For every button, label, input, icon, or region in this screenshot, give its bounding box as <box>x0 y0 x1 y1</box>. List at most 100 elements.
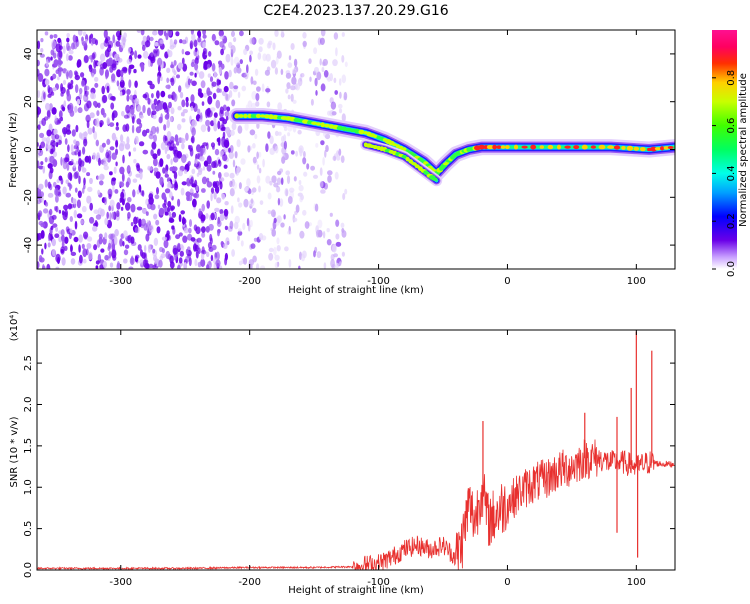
noise-speck <box>43 116 49 121</box>
noise-speck <box>149 83 155 90</box>
noise-speck <box>127 234 132 244</box>
noise-speck <box>103 30 108 39</box>
noise-speck <box>86 243 92 249</box>
noise-speck <box>37 40 41 50</box>
noise-speck <box>183 227 189 234</box>
noise-speck <box>99 180 104 186</box>
noise-speck <box>126 94 130 102</box>
noise-speck <box>115 139 119 148</box>
noise-speck <box>113 53 119 62</box>
noise-speck <box>249 219 253 228</box>
noise-speck <box>321 66 325 73</box>
ridge-peak <box>268 114 274 120</box>
noise-speck <box>116 69 122 78</box>
noise-speck <box>146 35 151 43</box>
noise-speck <box>315 143 319 148</box>
noise-speck <box>223 38 227 43</box>
noise-speck <box>158 259 163 268</box>
noise-speck <box>129 64 135 70</box>
noise-speck <box>159 255 164 261</box>
noise-speck <box>115 161 118 167</box>
noise-speck <box>102 112 107 118</box>
noise-speck <box>89 216 95 224</box>
noise-speck <box>78 132 83 139</box>
noise-speck <box>113 166 117 174</box>
noise-speck <box>163 199 167 206</box>
noise-speck <box>200 214 206 222</box>
noise-speck <box>153 167 159 172</box>
noise-speck <box>287 196 293 204</box>
noise-speck <box>280 68 284 75</box>
noise-speck <box>43 92 46 100</box>
noise-speck <box>103 39 110 48</box>
noise-speck <box>323 262 327 269</box>
noise-speck <box>198 247 201 254</box>
noise-speck <box>79 254 83 264</box>
noise-speck <box>239 30 244 37</box>
noise-speck <box>97 175 101 180</box>
noise-speck <box>206 251 210 258</box>
noise-speck <box>223 147 229 153</box>
noise-speck <box>119 166 125 175</box>
noise-speck <box>154 41 159 47</box>
noise-speck <box>49 34 54 39</box>
noise-speck <box>169 38 173 48</box>
ridge-peak <box>539 145 544 149</box>
noise-speck <box>178 85 182 93</box>
noise-speck <box>166 77 170 84</box>
noise-speck <box>116 261 120 269</box>
noise-speck <box>178 257 183 264</box>
noise-speck <box>170 205 175 211</box>
ridge-peak <box>320 122 325 128</box>
noise-speck <box>211 161 217 169</box>
noise-speck <box>102 261 107 269</box>
noise-speck <box>177 264 181 269</box>
noise-speck <box>55 43 61 53</box>
noise-speck <box>153 134 158 143</box>
noise-speck <box>202 92 208 98</box>
noise-speck <box>178 169 183 177</box>
noise-speck <box>201 232 206 238</box>
noise-speck <box>209 76 214 83</box>
noise-speck <box>185 191 191 197</box>
noise-speck <box>303 151 306 158</box>
noise-speck <box>166 67 171 74</box>
ridge-peak <box>486 145 494 150</box>
noise-speck <box>206 155 212 165</box>
spectrogram-xlabel: Height of straight line (km) <box>288 285 424 296</box>
noise-speck <box>205 119 211 127</box>
noise-speck <box>335 47 338 57</box>
noise-speck <box>295 150 298 157</box>
noise-speck <box>55 226 59 232</box>
noise-speck <box>128 79 132 88</box>
noise-speck <box>112 110 118 118</box>
ridge-peak <box>376 135 381 140</box>
noise-speck <box>342 193 346 200</box>
noise-speck <box>341 55 345 63</box>
noise-speck <box>121 66 128 72</box>
noise-speck <box>244 72 249 80</box>
noise-speck <box>256 175 261 184</box>
noise-speck <box>181 57 185 65</box>
noise-speck <box>297 129 302 135</box>
snr-x-ticks: -300 -200 -100 0 100 <box>109 330 646 588</box>
noise-speck <box>100 248 105 253</box>
noise-speck <box>101 174 105 180</box>
noise-speck <box>94 76 99 82</box>
noise-speck <box>65 53 69 62</box>
noise-speck <box>268 247 274 253</box>
noise-speck <box>94 82 99 88</box>
noise-speck <box>302 157 307 165</box>
noise-speck <box>41 196 45 203</box>
noise-speck <box>52 87 57 92</box>
noise-speck <box>60 229 65 236</box>
noise-speck <box>139 171 143 180</box>
noise-speck <box>127 197 132 203</box>
noise-speck <box>52 249 56 257</box>
ridge-peak <box>250 114 258 118</box>
noise-speck <box>339 261 342 267</box>
noise-speck <box>104 254 109 261</box>
x-tick-label: -200 <box>238 577 261 588</box>
noise-speck <box>73 209 78 219</box>
